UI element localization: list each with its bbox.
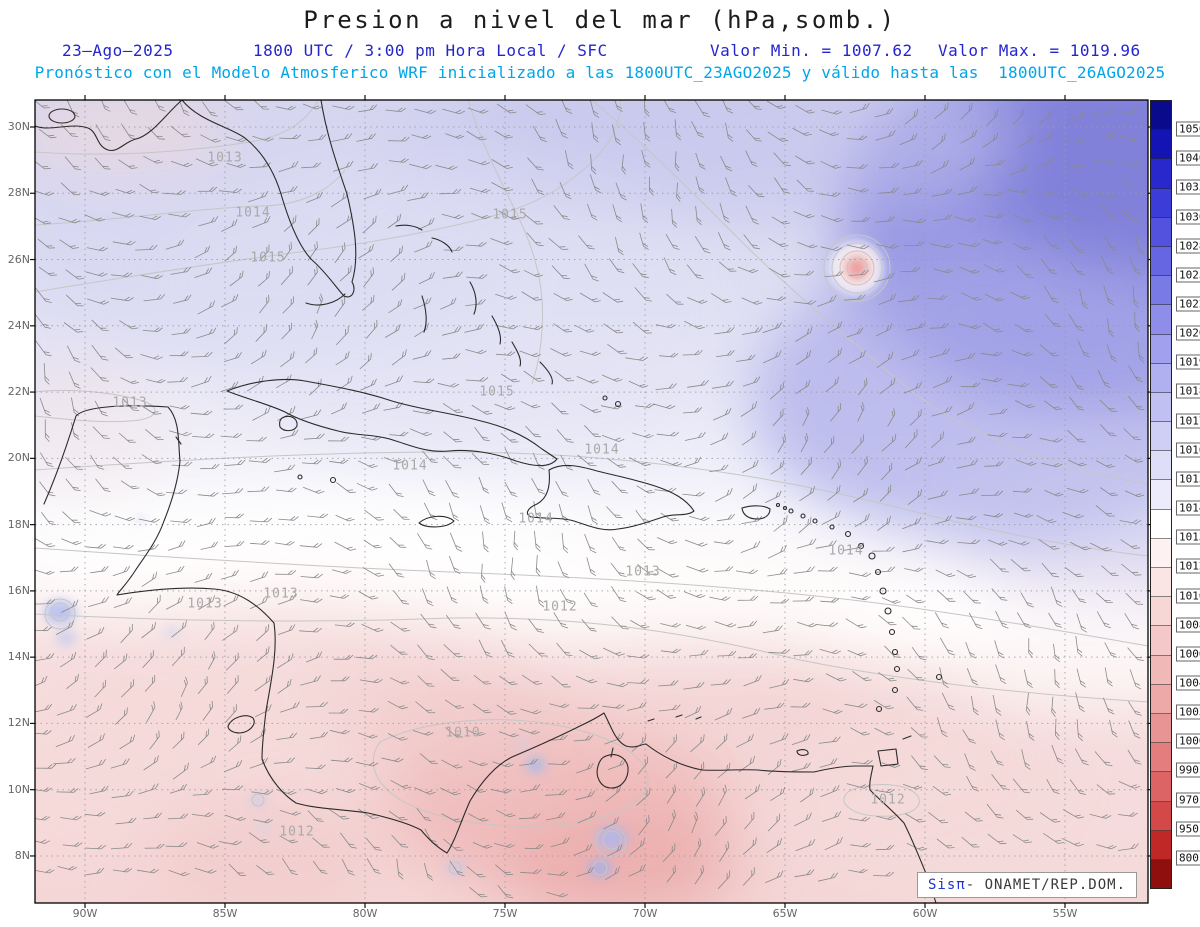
- colorbar-label: 1000: [1176, 733, 1200, 749]
- colorbar-label: 1015: [1176, 471, 1200, 487]
- colorbar-block: [1151, 743, 1171, 773]
- coast-cayman: [329, 476, 337, 484]
- colorbar-label: 1040: [1176, 150, 1200, 166]
- colorbar-label: 950: [1176, 821, 1200, 837]
- colorbar-block: [1151, 363, 1171, 393]
- colorbar-block: [1151, 859, 1171, 889]
- coast-mainland: [43, 405, 937, 903]
- colorbar-label: 1013: [1176, 529, 1200, 545]
- colorbar-block: [1151, 772, 1171, 802]
- coast-abc-islands: [647, 714, 702, 722]
- lake-nicaragua: [227, 715, 255, 734]
- coast-jamaica: [418, 515, 455, 528]
- colorbar-block: [1151, 713, 1171, 744]
- colorbar-block: [1151, 101, 1171, 131]
- coast-margarita: [796, 749, 809, 756]
- coast-bahamas: [395, 224, 553, 385]
- colorbar-block: [1151, 130, 1171, 160]
- colorbar-label: 1016: [1176, 442, 1200, 458]
- colorbar-label: 1020: [1176, 325, 1200, 341]
- colorbar-block: [1151, 538, 1171, 568]
- colorbar-label: 1028: [1176, 238, 1200, 254]
- lake-pontchartrain: [48, 108, 76, 124]
- wind-barbs-layer: [35, 100, 1145, 899]
- colorbar-label: 1035: [1176, 179, 1200, 195]
- colorbar-block: [1151, 276, 1171, 306]
- watermark: Sisπ - ONAMET/REP.DOM.: [917, 872, 1138, 898]
- coast-cozumel: [175, 436, 182, 445]
- colorbar-labels: 1050 1040 1035 1030 1028 1025 1022 1020 1019 1018…: [1176, 100, 1200, 889]
- colorbar-block: [1151, 626, 1171, 656]
- colorbar-label: 1012: [1176, 558, 1200, 574]
- colorbar-label: 1050: [1176, 121, 1200, 137]
- coast-hispaniola: [526, 464, 695, 531]
- watermark-brand: Sisπ: [928, 877, 966, 893]
- colorbar-block: [1151, 509, 1171, 539]
- page-title: Presion a nivel del mar (hPa,somb.): [303, 6, 897, 34]
- colorbar-block: [1151, 597, 1171, 627]
- colorbar-label: 1003: [1176, 704, 1200, 720]
- colorbar-label: 1010: [1176, 588, 1200, 604]
- colorbar-label: 1017: [1176, 413, 1200, 429]
- colorbar-block: [1151, 246, 1171, 277]
- coast-puerto-rico: [741, 505, 771, 520]
- colorbar-label: 1008: [1176, 617, 1200, 633]
- header-date: 23–Ago–2025: [62, 41, 174, 60]
- coast-cuba: [226, 378, 558, 467]
- colorbar-block: [1151, 392, 1171, 423]
- header-run-info: 1800 UTC / 3:00 pm Hora Local / SFC: [253, 41, 608, 60]
- coastlines-layer: [35, 100, 943, 903]
- colorbar-block: [1151, 830, 1171, 860]
- coast-turks: [614, 400, 622, 408]
- colorbar-block: [1151, 188, 1171, 218]
- header-max-value: Valor Max. = 1019.96: [938, 41, 1141, 60]
- colorbar-label: 1030: [1176, 209, 1200, 225]
- coast-florida: [181, 100, 357, 298]
- coast-trinidad: [877, 748, 899, 767]
- header-forecast-note: Pronóstico con el Modelo Atmosferico WRF…: [34, 63, 1166, 82]
- coast-florida-keys: [305, 293, 346, 306]
- colorbar-block: [1151, 217, 1171, 247]
- grid-layer: [35, 100, 1148, 903]
- pressure-shading-layer: [35, 100, 1148, 903]
- colorbar-block: [1151, 422, 1171, 452]
- contour-lines-layer: [35, 100, 1148, 876]
- colorbar-label: 800: [1176, 850, 1200, 866]
- colorbar-label: 1022: [1176, 296, 1200, 312]
- lake-maracaibo: [596, 747, 629, 789]
- colorbar-label: 1025: [1176, 267, 1200, 283]
- colorbar-label: 990: [1176, 762, 1200, 778]
- colorbar-label: 1018: [1176, 383, 1200, 399]
- colorbar-block: [1151, 801, 1171, 831]
- colorbar-block: [1151, 568, 1171, 598]
- colorbar-block: [1151, 334, 1171, 364]
- coast-tobago: [902, 735, 912, 740]
- map-frame: [34, 99, 1149, 904]
- watermark-text: - ONAMET/REP.DOM.: [965, 877, 1127, 893]
- colorbar-block: [1151, 480, 1171, 510]
- colorbar-block: [1151, 684, 1171, 714]
- colorbar: [1150, 100, 1172, 889]
- colorbar-label: 1004: [1176, 675, 1200, 691]
- colorbar-label: 1019: [1176, 354, 1200, 370]
- header-min-value: Valor Min. = 1007.62: [710, 41, 913, 60]
- colorbar-label: 1006: [1176, 646, 1200, 662]
- colorbar-block: [1151, 451, 1171, 481]
- colorbar-block: [1151, 159, 1171, 189]
- colorbar-label: 970: [1176, 792, 1200, 808]
- coast-lesser-antilles: [775, 502, 943, 713]
- coast-gulf: [35, 100, 183, 152]
- colorbar-label: 1014: [1176, 500, 1200, 516]
- colorbar-block: [1151, 655, 1171, 685]
- coast-isle-of-youth: [279, 415, 298, 432]
- colorbar-block: [1151, 305, 1171, 335]
